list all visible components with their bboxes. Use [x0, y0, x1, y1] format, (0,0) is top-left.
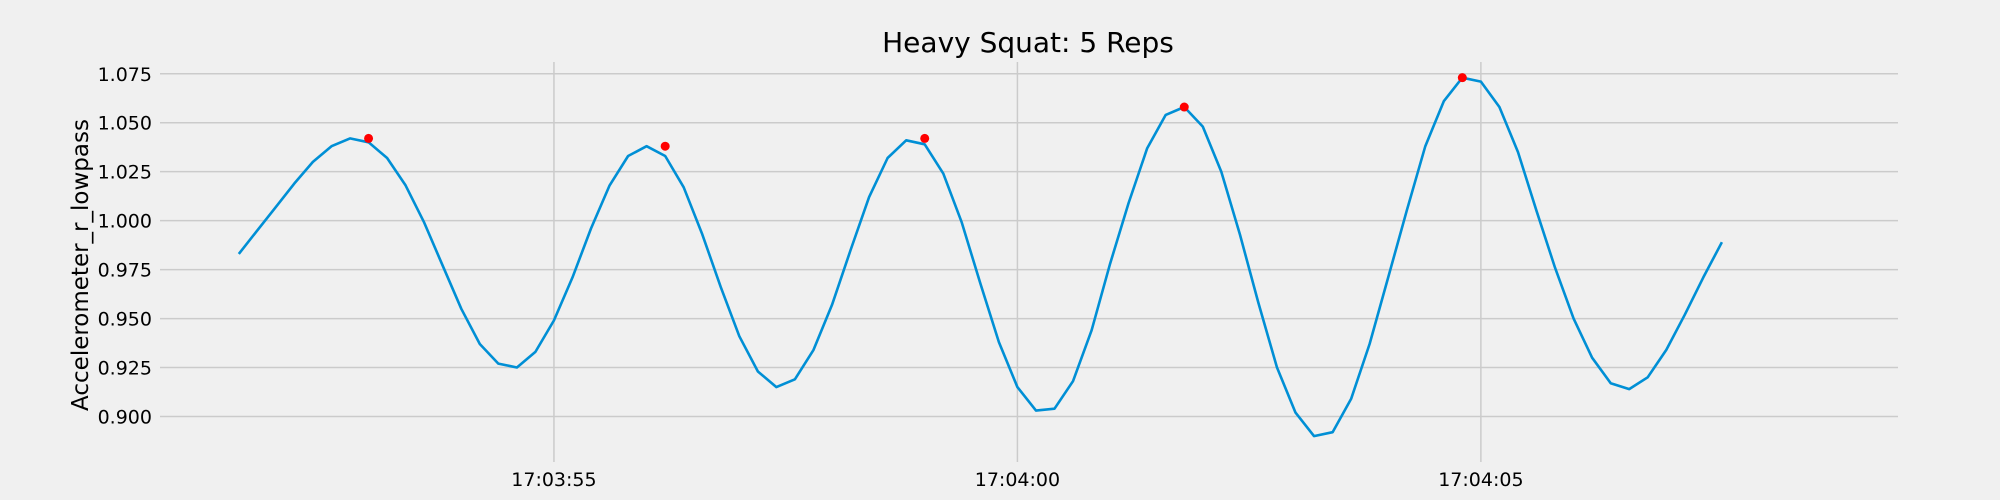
- y-axis-label: Accelerometer_r_lowpass: [68, 119, 94, 411]
- series-line: [237, 76, 1724, 438]
- series-layer: [237, 76, 1724, 438]
- chart-title: Heavy Squat: 5 Reps: [882, 26, 1174, 59]
- y-tick-label: 1.050: [98, 113, 152, 135]
- x-tick-label: 17:04:00: [975, 469, 1060, 491]
- peak-markers: [364, 73, 1467, 151]
- y-tick-labels: 0.900 0.925 0.950 0.975 1.000 1.025 1.050 1.075: [98, 64, 152, 429]
- peak-point: [920, 133, 930, 143]
- y-tick-label: 0.900: [98, 406, 152, 428]
- y-tick-label: 1.000: [98, 211, 152, 233]
- y-tick-label: 0.950: [98, 309, 152, 331]
- peak-point: [660, 141, 670, 151]
- y-tick-label: 1.075: [98, 64, 152, 86]
- x-tick-labels: 17:03:55 17:04:00 17:04:05: [511, 469, 1523, 491]
- y-tick-label: 0.925: [98, 358, 152, 380]
- peak-point: [1457, 73, 1467, 83]
- grid: [160, 62, 1898, 462]
- peak-point: [1179, 102, 1189, 112]
- x-tick-label: 17:04:05: [1438, 469, 1523, 491]
- x-tick-label: 17:03:55: [511, 469, 596, 491]
- y-tick-label: 1.025: [98, 162, 152, 184]
- peak-point: [364, 133, 374, 143]
- y-tick-label: 0.975: [98, 260, 152, 282]
